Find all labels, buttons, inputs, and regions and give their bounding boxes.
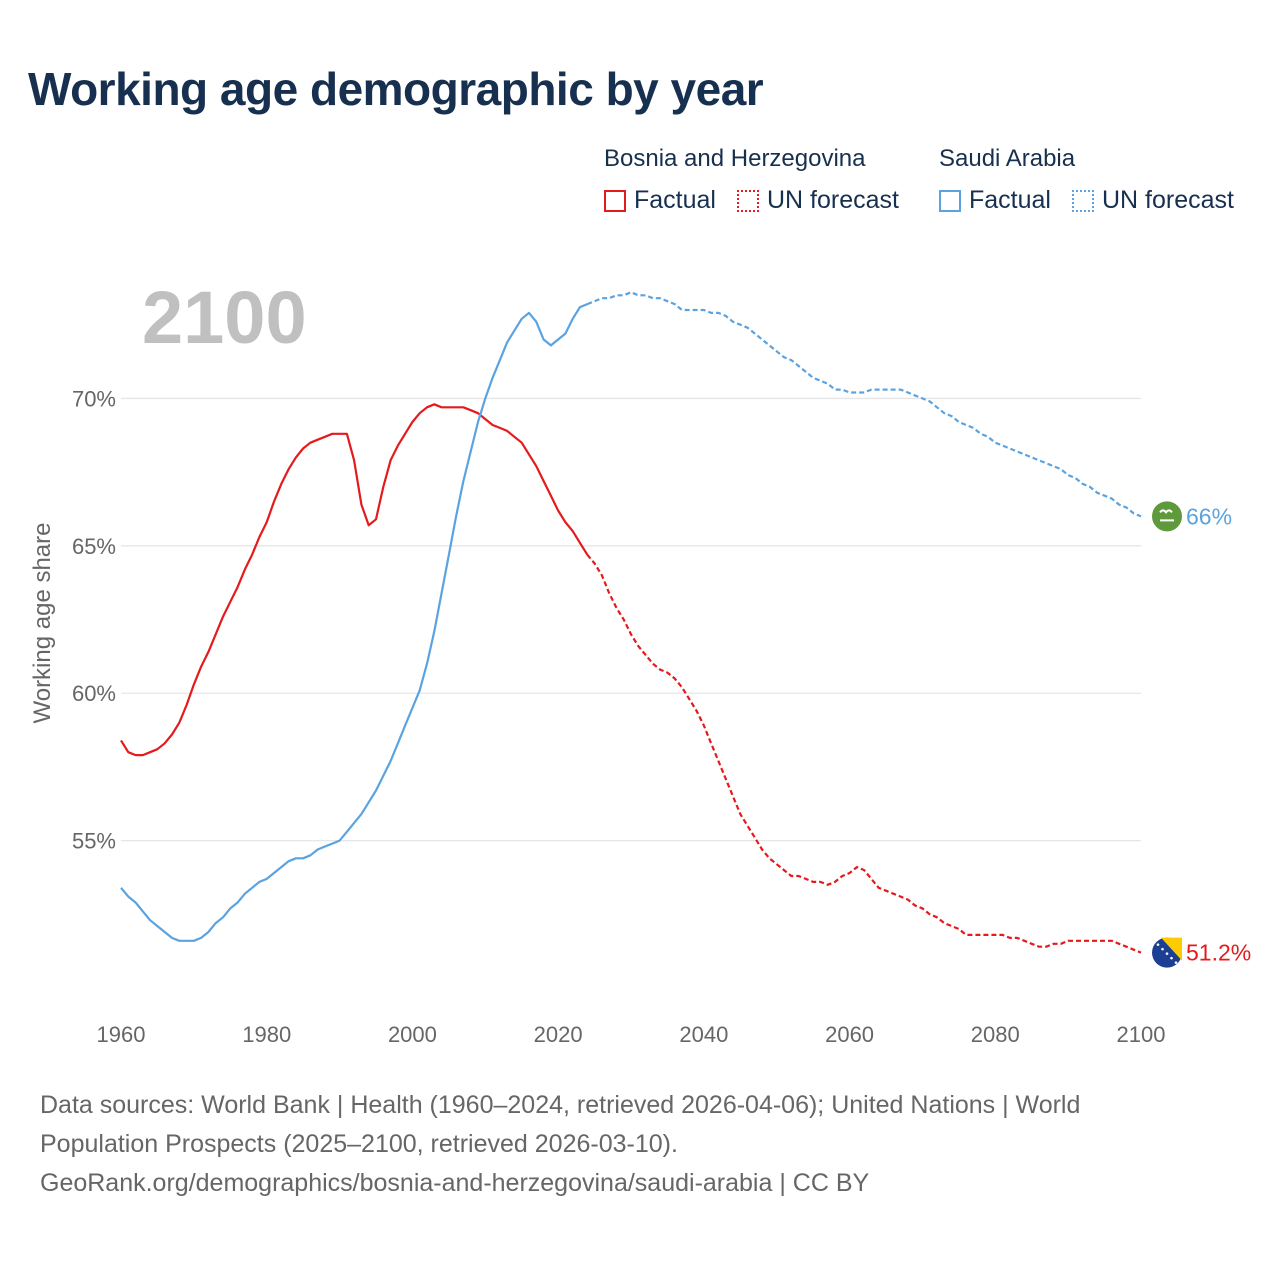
- line-chart: 2100 Working age share 55% 60% 65% 70% 1960…: [29, 276, 1251, 1047]
- bosnia-forecast-line: [586, 553, 1142, 954]
- x-tick-label: 2100: [1117, 1022, 1166, 1047]
- legend-swatch-icon: [737, 189, 759, 212]
- chart-title: Working age demographic by year: [28, 63, 764, 115]
- legend-saudi-factual[interactable]: Factual: [939, 186, 1051, 215]
- flag-star: [1174, 961, 1178, 964]
- legend-label: Factual: [969, 186, 1051, 214]
- saudi-factual-line: [120, 303, 588, 942]
- x-tick-label: 2060: [825, 1022, 874, 1047]
- flag-disc: [1152, 501, 1182, 532]
- legend-swatch-icon: [1072, 189, 1094, 212]
- y-axis-ticks: 55% 60% 65% 70%: [72, 386, 116, 853]
- y-tick-label: 70%: [72, 386, 116, 411]
- y-tick-label: 55%: [72, 829, 116, 854]
- footer: Data sources: World Bank | Health (1960–…: [40, 1086, 1220, 1203]
- saudi-forecast-line: [586, 291, 1142, 518]
- x-tick-label: 2080: [971, 1022, 1020, 1047]
- flag-star: [1170, 956, 1173, 960]
- x-tick-label: 2020: [534, 1022, 583, 1047]
- flag-star: [1156, 943, 1160, 946]
- x-tick-label: 2040: [679, 1022, 728, 1047]
- legend-label: UN forecast: [1102, 186, 1234, 214]
- bosnia-factual-line: [120, 403, 589, 757]
- y-axis-title: Working age share: [29, 523, 56, 724]
- gridlines: [121, 397, 1141, 842]
- series-lines: [120, 291, 1142, 954]
- legend-group-bosnia: Bosnia and Herzegovina: [604, 145, 866, 172]
- x-tick-label: 2000: [388, 1022, 437, 1047]
- footer-source-line-1: Data sources: World Bank | Health (1960–…: [40, 1091, 1081, 1119]
- x-tick-label: 1960: [97, 1022, 146, 1047]
- legend-bosnia-factual[interactable]: Factual: [604, 186, 716, 215]
- flag-star: [1161, 947, 1164, 951]
- y-tick-label: 60%: [72, 681, 116, 706]
- legend-swatch-icon: [604, 189, 626, 212]
- year-watermark: 2100: [142, 276, 307, 359]
- legend-bosnia-forecast[interactable]: UN forecast: [737, 186, 899, 215]
- footer-link[interactable]: GeoRank.org/demographics/bosnia-and-herz…: [40, 1169, 870, 1197]
- flag-triangle: [1161, 937, 1182, 961]
- end-markers: 51.2% 66%: [1152, 501, 1251, 968]
- legend-group-saudi: Saudi Arabia: [939, 145, 1076, 172]
- legend-label: Factual: [634, 186, 716, 214]
- flag-star: [1165, 952, 1169, 955]
- legend-saudi-forecast[interactable]: UN forecast: [1072, 186, 1234, 215]
- saudi-flag-icon: [1152, 501, 1182, 532]
- x-tick-label: 1980: [242, 1022, 291, 1047]
- legend-swatch-icon: [939, 189, 961, 212]
- flag-emblem: [1159, 509, 1174, 522]
- legend-label: UN forecast: [767, 186, 899, 214]
- saudi-end-label: 66%: [1186, 503, 1232, 529]
- footer-source-line-2: Population Prospects (2025–2100, retriev…: [40, 1130, 678, 1158]
- x-axis-ticks: 1960 1980 2000 2020 2040 2060 2080 2100: [97, 1022, 1166, 1047]
- y-tick-label: 65%: [72, 534, 116, 559]
- bosnia-flag-icon: [1152, 937, 1182, 968]
- bosnia-end-label: 51.2%: [1186, 940, 1251, 966]
